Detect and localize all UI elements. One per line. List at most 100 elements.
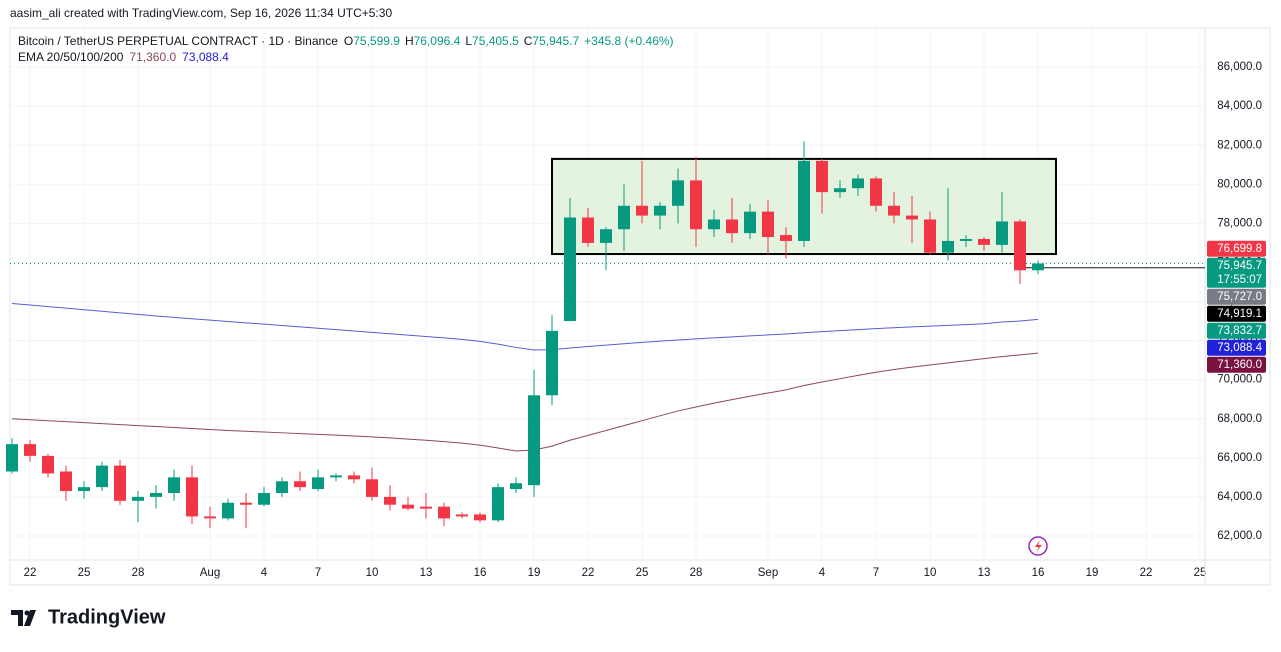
x-tick-label: 25 — [1194, 567, 1207, 579]
brand: TradingView — [48, 606, 166, 628]
candle-body — [402, 504, 414, 509]
candle-body — [906, 215, 918, 220]
x-tick-label: 13 — [420, 567, 433, 579]
candle-body — [42, 455, 54, 474]
header: Bitcoin / TetherUS PERPETUAL CONTRACT · … — [18, 34, 674, 48]
ohlc-value: 75,405.5 — [472, 34, 519, 48]
x-tick-label: 13 — [978, 567, 991, 579]
candle-body — [348, 475, 360, 480]
candle-body — [186, 477, 198, 517]
candle-body — [708, 219, 720, 230]
ohlc-value: 76,096.4 — [414, 34, 461, 48]
candle-body — [690, 180, 702, 230]
symbol: Bitcoin / TetherUS PERPETUAL CONTRACT · … — [18, 34, 338, 48]
x-tick-label: 25 — [636, 567, 649, 579]
candle-body — [294, 481, 306, 488]
candle-body — [1032, 263, 1044, 271]
candle-body — [726, 219, 738, 234]
price-label-text: 73,088.4 — [1217, 342, 1262, 354]
candle-body — [240, 502, 252, 505]
y-tick-label: 80,000.0 — [1217, 178, 1262, 190]
candle-body — [744, 211, 756, 234]
candle-body — [978, 239, 990, 245]
price-label-box — [1207, 305, 1266, 322]
indicator-legend: EMA 20/50/100/200 71,360.0 73,088.4 — [18, 50, 229, 64]
x-tick-label: 22 — [24, 567, 37, 579]
y-axis: 62,000.0 64,000.0 66,000.0 68,000.0 70,000.0… — [1217, 61, 1262, 542]
credit: aasim_ali created with TradingView.com, … — [10, 6, 392, 20]
candle-body — [1014, 221, 1026, 271]
candle-body — [150, 492, 162, 497]
price-label-box — [1207, 322, 1266, 339]
x-tick-label: 28 — [132, 567, 145, 579]
price-label: 73,088.4 — [1207, 339, 1266, 356]
price-label-text: 75,727.0 — [1217, 291, 1262, 303]
candle-body — [132, 496, 144, 501]
candle-body — [168, 477, 180, 493]
y-tick-label: 64,000.0 — [1217, 491, 1262, 503]
candle-body — [618, 205, 630, 230]
y-tick-label: 84,000.0 — [1217, 100, 1262, 112]
y-tick-label: 78,000.0 — [1217, 217, 1262, 229]
y-tick-label: 82,000.0 — [1217, 139, 1262, 151]
candle-body — [276, 481, 288, 493]
alert-icon[interactable] — [1028, 536, 1048, 556]
y-tick-label: 66,000.0 — [1217, 452, 1262, 464]
candle-body — [474, 514, 486, 521]
candle-body — [672, 180, 684, 206]
price-label-text: 74,919.1 — [1217, 308, 1262, 320]
x-tick-label: 7 — [873, 567, 879, 579]
change: +345.8 (+0.46%) — [584, 34, 673, 48]
x-tick-label: 4 — [819, 567, 826, 579]
candle-body — [834, 188, 846, 193]
candle-body — [780, 235, 792, 241]
candle-body — [312, 477, 324, 490]
x-tick-label: 4 — [261, 567, 268, 579]
price-label-box — [1207, 257, 1266, 288]
candle-body — [870, 178, 882, 206]
countdown: 17:55:07 — [1217, 274, 1262, 286]
ohlc-key: L — [465, 34, 472, 48]
ema-line — [11, 352, 1039, 452]
ohlc-value: 75,945.7 — [532, 34, 579, 48]
price-label: 74,919.1 — [1207, 305, 1266, 322]
candle-body — [924, 219, 936, 253]
indicator-value: 71,360.0 — [129, 50, 176, 64]
y-tick-label: 70,000.0 — [1217, 374, 1262, 386]
indicator-value: 73,088.4 — [182, 50, 229, 64]
candle-body — [852, 178, 864, 189]
price-label-text: 73,832.7 — [1217, 325, 1262, 337]
ohlc-key: H — [405, 34, 414, 48]
candle-body — [24, 444, 36, 456]
ohlc-key: C — [524, 34, 533, 48]
candle-body — [6, 444, 18, 472]
candle-body — [60, 471, 72, 492]
candle-body — [996, 221, 1008, 245]
candle-body — [78, 487, 90, 492]
x-tick-label: 16 — [1032, 567, 1045, 579]
plot: 22 25 28 Aug 4 7 10 13 16 19 22 25 28 Sep 4 7 10 13 16 19 22… — [6, 28, 1270, 585]
candle-body — [456, 514, 468, 517]
indicator-name: EMA 20/50/100/200 — [18, 50, 124, 64]
candle-body — [816, 160, 828, 193]
candle-body — [636, 205, 648, 216]
x-tick-label: Aug — [200, 567, 220, 579]
candle-body — [960, 239, 972, 241]
price-label-text: 71,360.0 — [1217, 359, 1262, 371]
candle-body — [546, 330, 558, 396]
candle-body — [330, 475, 342, 478]
candle-body — [510, 483, 522, 490]
x-tick-label: 22 — [582, 567, 595, 579]
y-tick-label: 68,000.0 — [1217, 413, 1262, 425]
candle-body — [258, 492, 270, 505]
price-label-box — [1207, 288, 1266, 305]
candle-body — [762, 211, 774, 238]
candle-body — [384, 496, 396, 505]
price-label: 75,727.0 — [1207, 288, 1266, 305]
candle-body — [798, 160, 810, 241]
x-tick-label: 25 — [78, 567, 91, 579]
candle-body — [438, 506, 450, 519]
candle-body — [654, 205, 666, 216]
ohlc-value: 75,599.9 — [353, 34, 400, 48]
